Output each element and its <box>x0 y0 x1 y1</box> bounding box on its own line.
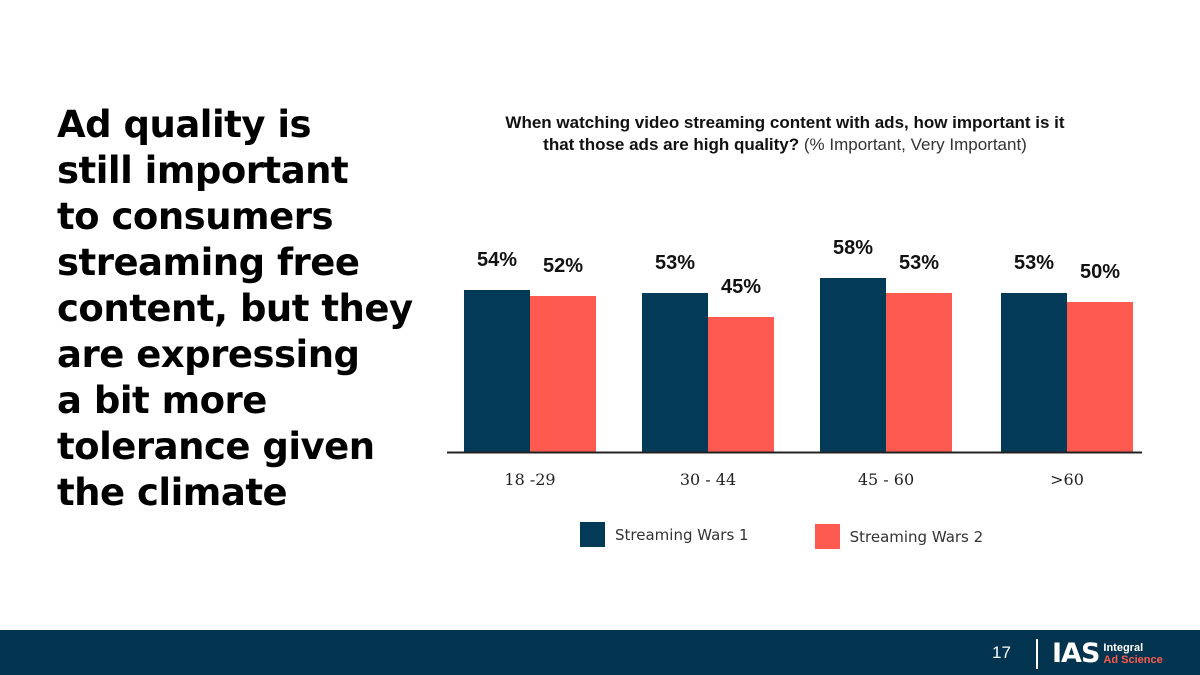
data-label-1-1: 53% <box>655 252 695 274</box>
headline-line: still important <box>57 149 349 192</box>
chart-title-line2: that those ads are high quality? <box>543 135 800 154</box>
category-label-2: 45 - 60 <box>858 470 914 489</box>
chart-legend: Streaming Wars 1 Streaming Wars 2 <box>580 520 983 549</box>
footer-bar <box>0 630 1200 675</box>
bar-1-2 <box>820 278 886 452</box>
category-label-0: 18 -29 <box>504 470 555 489</box>
bar-chart: 54% 52% 18 -29 53% 45% 30 - 44 58% 53% 45 - 60 53… <box>447 237 1142 489</box>
data-label-1-2: 58% <box>833 237 873 259</box>
headline-line: content, but they <box>57 287 413 330</box>
data-label-2-0: 52% <box>543 255 583 277</box>
logo-mark: IAS <box>1052 638 1100 669</box>
legend-swatch-series-2 <box>814 524 840 549</box>
legend-swatch-series-1 <box>580 522 605 547</box>
legend-item-series-1: Streaming Wars 1 <box>580 520 749 549</box>
headline-line: to consumers <box>57 195 333 238</box>
legend-item-series-2: Streaming Wars 2 <box>814 524 984 549</box>
logo-text: Integral Ad Science <box>1103 642 1162 666</box>
headline-line: Ad quality is <box>57 103 312 146</box>
data-label-2-2: 53% <box>899 252 939 274</box>
data-label-1-0: 54% <box>477 249 517 271</box>
headline-line: a bit more <box>57 379 267 422</box>
category-label-1: 30 - 44 <box>680 470 736 489</box>
legend-label-series-1: Streaming Wars 1 <box>615 525 749 544</box>
logo-line2: Ad Science <box>1103 654 1163 666</box>
chart-title-line2-wrap: that those ads are high quality? (% Impo… <box>440 134 1130 156</box>
headline-line: streaming free <box>57 241 360 284</box>
headline: Ad quality is still important to consume… <box>57 102 417 516</box>
logo-line1: Integral <box>1103 642 1144 654</box>
bar-2-1 <box>708 317 774 452</box>
data-label-2-3: 50% <box>1080 261 1120 283</box>
chart-subtitle: (% Important, Very Important) <box>803 135 1027 154</box>
bar-1-1 <box>642 293 708 452</box>
bar-1-0 <box>464 290 530 452</box>
bar-1-3 <box>1001 293 1067 452</box>
chart-title-line1: When watching video streaming content wi… <box>505 113 1065 132</box>
bar-2-0 <box>530 296 596 452</box>
bar-2-3 <box>1067 302 1133 452</box>
legend-label-series-2: Streaming Wars 2 <box>849 527 984 546</box>
data-label-2-1: 45% <box>721 276 761 298</box>
data-label-1-3: 53% <box>1014 252 1054 274</box>
headline-line: are expressing <box>57 333 360 376</box>
bar-2-2 <box>886 293 952 452</box>
chart-title: When watching video streaming content wi… <box>440 112 1130 156</box>
category-label-3: >60 <box>1050 470 1084 489</box>
page-number: 17 <box>992 643 1011 662</box>
headline-line: tolerance given <box>57 425 375 468</box>
ias-logo: IAS Integral Ad Science <box>1052 640 1163 668</box>
headline-line: the climate <box>57 471 288 514</box>
footer-divider <box>1036 639 1038 669</box>
